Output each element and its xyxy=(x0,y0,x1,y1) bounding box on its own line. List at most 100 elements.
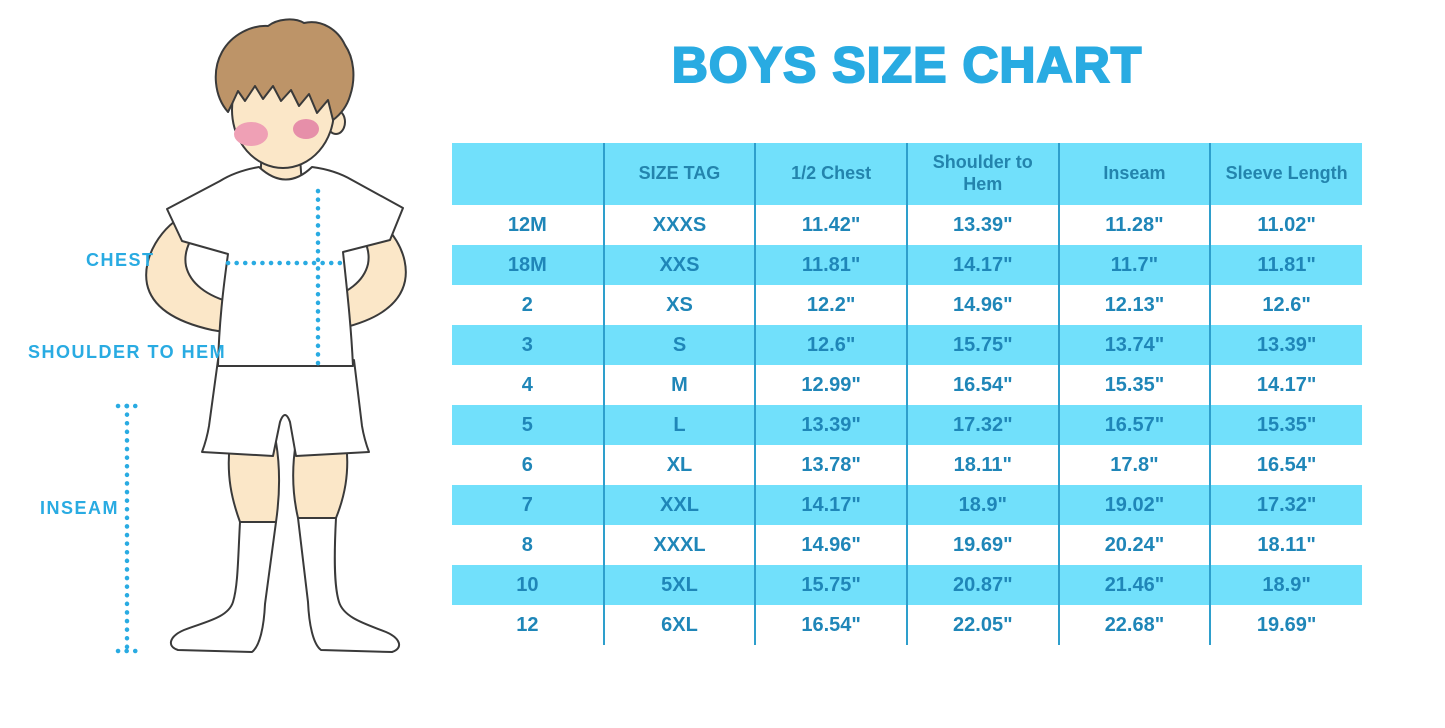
table-cell: 15.75" xyxy=(754,565,907,605)
table-cell: 12M xyxy=(507,213,547,236)
table-cell: 17.32" xyxy=(1209,485,1362,525)
column-header-age xyxy=(452,143,604,205)
table-cell: 15.35" xyxy=(1209,405,1362,445)
table-cell: 19.69" xyxy=(1209,605,1362,645)
table-row: 8 XXXL 14.96" 19.69" 20.24" 18.11" xyxy=(452,525,1362,565)
table-cell: 8 xyxy=(521,533,533,556)
table-cell: 15.75" xyxy=(905,325,1059,365)
boy-left-arm xyxy=(145,211,234,334)
table-cell: 18M xyxy=(452,245,604,285)
table-cell: 13.74" xyxy=(1057,325,1211,365)
table-cell: 18.9" xyxy=(905,485,1059,525)
table-cell: 17.32" xyxy=(905,405,1059,445)
table-cell: 2 xyxy=(521,293,533,316)
table-cell: 12.6" xyxy=(754,325,907,365)
boy-shorts xyxy=(201,359,370,457)
table-cell: 14.96" xyxy=(905,285,1059,325)
table-cell: 12.6" xyxy=(1209,285,1362,325)
table-cell: 22.68" xyxy=(1057,605,1211,645)
table-row: 4 M 12.99" 16.54" 15.35" 14.17" xyxy=(452,365,1362,405)
table-cell: 18.9" xyxy=(1209,565,1362,605)
table-cell: 12.99" xyxy=(754,365,907,405)
table-cell: 12.2" xyxy=(754,285,907,325)
size-table: SIZE TAG 1/2 Chest Shoulder to Hem Insea… xyxy=(452,143,1362,645)
table-cell: 4 xyxy=(521,373,533,396)
table-cell: XS xyxy=(602,285,756,325)
boy-left-cheek xyxy=(234,122,268,146)
table-cell: 14.17" xyxy=(905,245,1059,285)
table-cell: 6 xyxy=(521,453,533,476)
boy-figure-svg xyxy=(115,18,407,654)
table-cell: 15.35" xyxy=(1057,365,1211,405)
table-cell: 19.02" xyxy=(1057,485,1211,525)
table-cell: 14.96" xyxy=(754,525,907,565)
column-header-sleeve-length: Sleeve Length xyxy=(1209,143,1362,205)
table-row: 12 6XL 16.54" 22.05" 22.68" 19.69" xyxy=(452,605,1362,645)
column-header-size-tag: SIZE TAG xyxy=(602,143,756,205)
boy-illustration: CHEST SHOULDER TO HEM INSEAM xyxy=(0,0,450,723)
table-cell: XXS xyxy=(602,245,756,285)
table-cell: 7 xyxy=(452,485,604,525)
table-cell: 16.54" xyxy=(1209,445,1362,485)
table-cell: 20.24" xyxy=(1057,525,1211,565)
shoulder-to-hem-label: SHOULDER TO HEM xyxy=(28,342,227,362)
table-cell: 5XL xyxy=(602,565,756,605)
table-cell: 18.11" xyxy=(1209,525,1362,565)
table-cell: 11.7" xyxy=(1057,245,1211,285)
table-cell: 16.54" xyxy=(905,365,1059,405)
column-header-shoulder-to-hem: Shoulder to Hem xyxy=(905,143,1059,205)
table-cell: 13.39" xyxy=(905,205,1059,245)
table-cell: XXL xyxy=(602,485,756,525)
table-cell: L xyxy=(602,405,756,445)
table-cell: 11.42" xyxy=(754,205,907,245)
chest-label: CHEST xyxy=(86,250,155,270)
column-header-inseam: Inseam xyxy=(1057,143,1211,205)
table-cell: 17.8" xyxy=(1057,445,1211,485)
column-header-half-chest: 1/2 Chest xyxy=(754,143,907,205)
boy-right-sock xyxy=(297,517,401,653)
table-cell: M xyxy=(602,365,756,405)
boy-hair xyxy=(214,18,355,121)
table-cell: 11.28" xyxy=(1057,205,1211,245)
size-table-container: SIZE TAG 1/2 Chest Shoulder to Hem Insea… xyxy=(452,143,1362,645)
table-cell: 6XL xyxy=(602,605,756,645)
table-row: 6 XL 13.78" 18.11" 17.8" 16.54" xyxy=(452,445,1362,485)
table-row: 7 XXL 14.17" 18.9" 19.02" 17.32" xyxy=(452,485,1362,525)
table-header-row: SIZE TAG 1/2 Chest Shoulder to Hem Insea… xyxy=(452,143,1362,205)
table-cell: 11.02" xyxy=(1209,205,1362,245)
table-cell: 16.54" xyxy=(754,605,907,645)
table-row: 3 S 12.6" 15.75" 13.74" 13.39" xyxy=(452,325,1362,365)
table-row: 5 L 13.39" 17.32" 16.57" 15.35" xyxy=(452,405,1362,445)
inseam-label: INSEAM xyxy=(40,498,120,518)
table-cell: S xyxy=(602,325,756,365)
table-cell: 14.17" xyxy=(1209,365,1362,405)
table-cell: 10 xyxy=(452,565,604,605)
table-cell: 22.05" xyxy=(905,605,1059,645)
table-cell: 5 xyxy=(452,405,604,445)
table-cell: 16.57" xyxy=(1057,405,1211,445)
table-cell: 13.39" xyxy=(1209,325,1362,365)
table-row: 2 XS 12.2" 14.96" 12.13" 12.6" xyxy=(452,285,1362,325)
table-cell: 20.87" xyxy=(905,565,1059,605)
table-row: 10 5XL 15.75" 20.87" 21.46" 18.9" xyxy=(452,565,1362,605)
table-cell: 12.13" xyxy=(1057,285,1211,325)
table-cell: 12 xyxy=(516,613,539,636)
table-cell: XXXL xyxy=(602,525,756,565)
table-cell: XL xyxy=(602,445,756,485)
table-cell: 18.11" xyxy=(905,445,1059,485)
table-cell: 11.81" xyxy=(754,245,907,285)
table-cell: XXXS xyxy=(602,205,756,245)
table-cell: 11.81" xyxy=(1209,245,1362,285)
table-cell: 19.69" xyxy=(905,525,1059,565)
boy-right-cheek xyxy=(293,119,319,139)
table-cell: 3 xyxy=(452,325,604,365)
boy-left-sock xyxy=(169,521,277,653)
table-row: 18M XXS 11.81" 14.17" 11.7" 11.81" xyxy=(452,245,1362,285)
table-row: 12M XXXS 11.42" 13.39" 11.28" 11.02" xyxy=(452,205,1362,245)
table-cell: 21.46" xyxy=(1057,565,1211,605)
boy-shirt xyxy=(166,166,404,367)
page-title: BOYS SIZE CHART xyxy=(671,36,1143,94)
table-cell: 13.78" xyxy=(754,445,907,485)
table-cell: 14.17" xyxy=(754,485,907,525)
table-cell: 13.39" xyxy=(754,405,907,445)
